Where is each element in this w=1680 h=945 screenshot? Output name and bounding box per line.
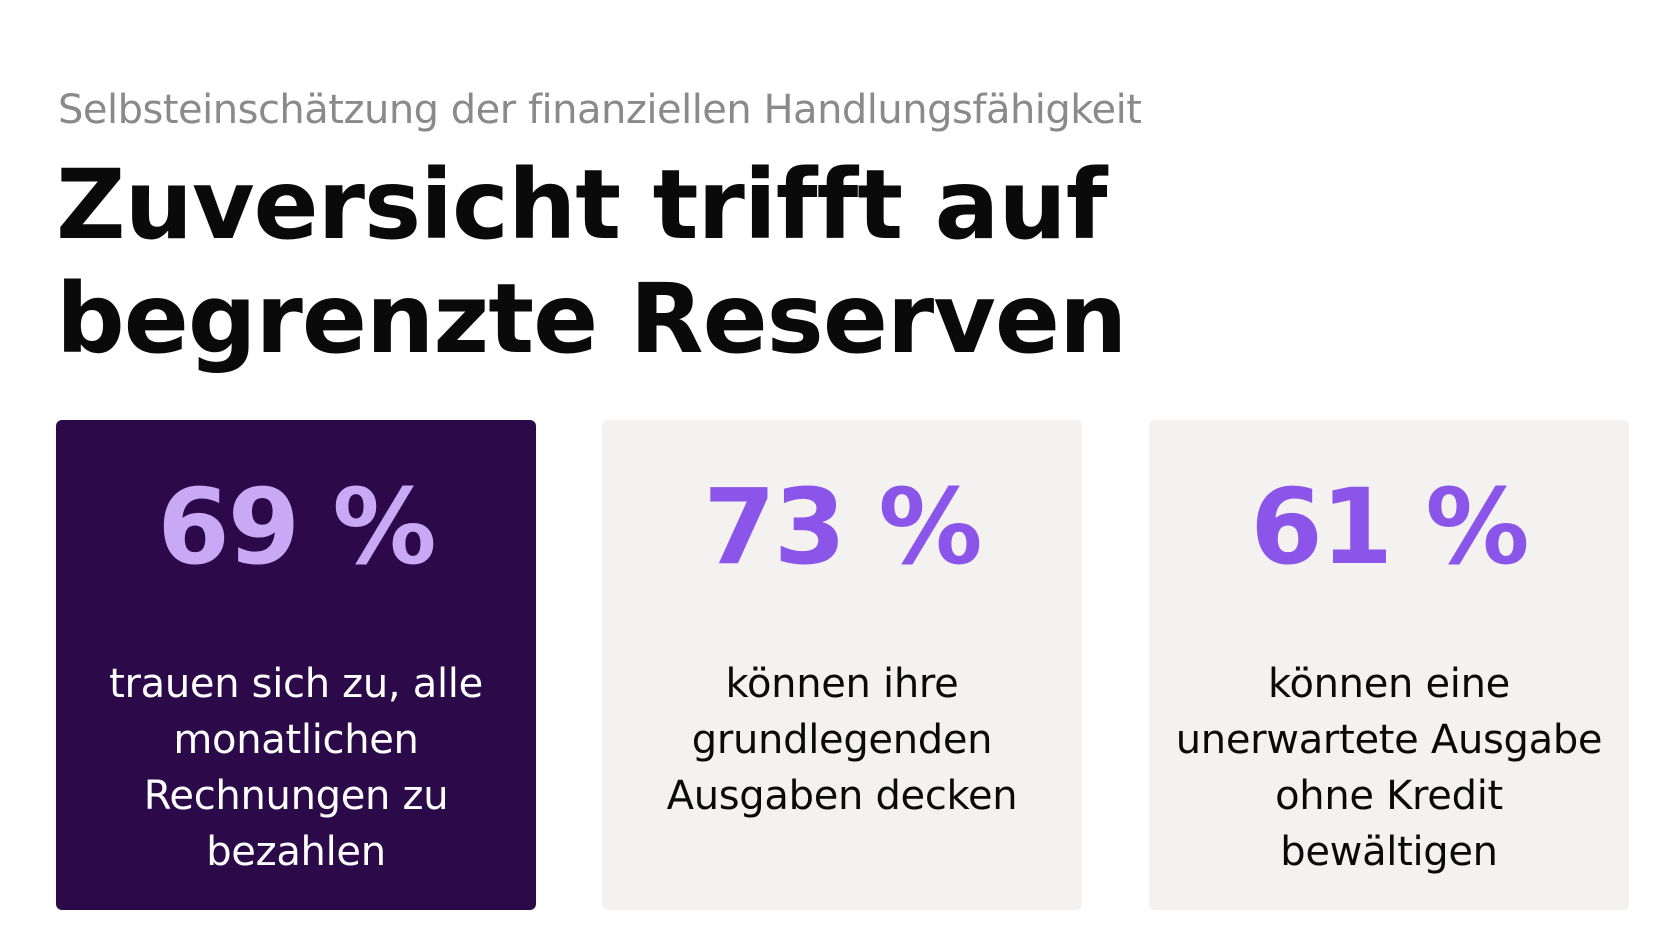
description-line: bewältigen (1280, 829, 1498, 875)
stat-description: trauen sich zu, alle monatlichen Rechnun… (76, 656, 516, 880)
stat-card-basic-expenses: 73 % können ihre grundlegenden Ausgaben … (602, 420, 1082, 910)
description-line: Ausgaben decken (666, 773, 1018, 819)
stat-value: 73 % (703, 466, 982, 588)
description-line: unerwartete Ausgabe (1175, 717, 1603, 763)
description-line: monatlichen (173, 717, 419, 763)
page-subtitle: Selbsteinschätzung der finanziellen Hand… (58, 87, 1142, 133)
page-title: Zuversicht trifft auf begrenzte Reserven (56, 148, 1456, 376)
description-line: können ihre (725, 661, 959, 707)
stat-description: können ihre grundlegenden Ausgaben decke… (622, 656, 1062, 824)
stat-card-unexpected-expense: 61 % können eine unerwartete Ausgabe ohn… (1149, 420, 1629, 910)
stat-value: 61 % (1250, 466, 1529, 588)
description-line: bezahlen (206, 829, 386, 875)
description-line: Rechnungen zu (143, 773, 449, 819)
stat-value: 69 % (157, 466, 436, 588)
title-line-2: begrenzte Reserven (56, 263, 1127, 375)
stat-description: können eine unerwartete Ausgabe ohne Kre… (1169, 656, 1609, 880)
description-line: ohne Kredit (1275, 773, 1503, 819)
stat-card-bills: 69 % trauen sich zu, alle monatlichen Re… (56, 420, 536, 910)
description-line: können eine (1268, 661, 1510, 707)
title-line-1: Zuversicht trifft auf (56, 149, 1107, 261)
description-line: trauen sich zu, alle (109, 661, 483, 707)
description-line: grundlegenden (691, 717, 993, 763)
